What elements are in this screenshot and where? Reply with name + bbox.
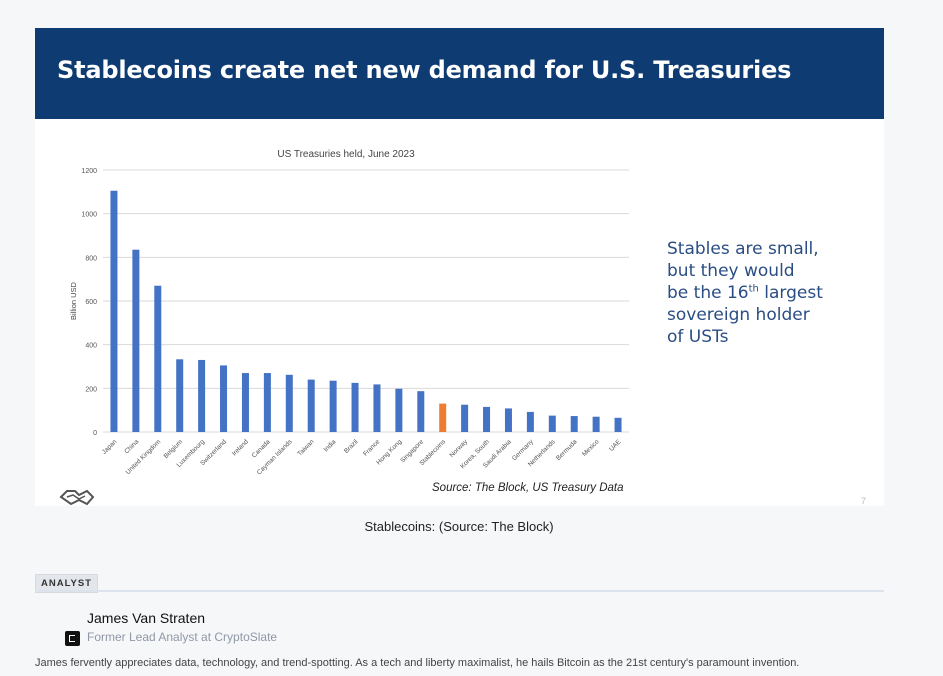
section-divider xyxy=(35,590,884,592)
x-tick-label: Norway xyxy=(448,438,469,459)
bar-korea-south xyxy=(483,406,491,432)
callout-line-4: sovereign holder xyxy=(667,305,810,325)
bar-netherlands xyxy=(548,415,556,432)
y-tick-label: 400 xyxy=(85,343,97,350)
callout-line-5: of USTs xyxy=(667,327,729,347)
x-tick-label: Ireland xyxy=(231,438,250,457)
slide-page-number: 7 xyxy=(861,496,867,506)
bar-saudi-arabia xyxy=(504,408,512,432)
bar-taiwan xyxy=(307,379,315,432)
bar-france xyxy=(373,384,381,432)
bar-germany xyxy=(526,411,534,432)
author-bio: James fervently appreciates data, techno… xyxy=(35,657,800,669)
cryptoslate-logo-icon xyxy=(65,631,80,646)
callout-superscript: th xyxy=(748,283,759,295)
x-tick-label: Taiwan xyxy=(296,438,316,458)
callout-line-3a: be the 16 xyxy=(667,283,749,303)
hands-logo-icon xyxy=(59,489,95,506)
bar-stablecoins xyxy=(439,403,447,432)
bar-brazil xyxy=(351,382,359,432)
image-caption: Stablecoins: (Source: The Block) xyxy=(364,519,554,534)
bar-china xyxy=(132,249,140,432)
callout-line-1: Stables are small, xyxy=(667,239,819,259)
x-tick-label: France xyxy=(362,438,382,458)
y-tick-label: 0 xyxy=(93,430,97,437)
bar-canada xyxy=(263,373,271,432)
slide-title: Stablecoins create net new demand for U.… xyxy=(57,56,792,84)
callout-line-3b: largest xyxy=(758,283,823,303)
x-tick-label: Canada xyxy=(251,438,272,459)
author-role: Former Lead Analyst at CryptoSlate xyxy=(87,630,278,644)
slide-header: Stablecoins create net new demand for U.… xyxy=(35,28,884,119)
slide-image: Stablecoins create net new demand for U.… xyxy=(35,28,884,506)
author-name[interactable]: James Van Straten xyxy=(87,610,206,626)
y-tick-label: 600 xyxy=(85,299,97,306)
y-tick-label: 800 xyxy=(85,255,97,262)
bar-uae xyxy=(614,417,622,432)
bar-switzerland xyxy=(220,365,228,432)
x-tick-label: UAE xyxy=(608,438,623,453)
y-tick-label: 1200 xyxy=(81,168,97,175)
x-tick-label: India xyxy=(323,438,338,453)
chart-title: US Treasuries held, June 2023 xyxy=(277,149,415,160)
callout-text: Stables are small, but they would be the… xyxy=(667,238,877,348)
bar-cayman-islands xyxy=(285,374,293,432)
analyst-badge: ANALYST xyxy=(35,574,98,593)
x-tick-label: Bermuda xyxy=(555,438,579,462)
y-tick-label: 1000 xyxy=(81,212,97,219)
x-tick-label: Belgium xyxy=(163,438,185,460)
source-note: Source: The Block, US Treasury Data xyxy=(432,482,624,494)
y-tick-label: 200 xyxy=(85,386,97,393)
bar-singapore xyxy=(417,391,425,432)
bar-japan xyxy=(110,190,118,432)
bar-luxembourg xyxy=(198,359,206,432)
bar-chart: US Treasuries held, June 2023 0 200 400 600 8… xyxy=(69,149,629,476)
x-tick-label: China xyxy=(123,438,140,455)
bar-mexico xyxy=(592,416,600,432)
x-tick-label: Mexico xyxy=(581,438,601,458)
bar-india xyxy=(329,380,337,432)
x-tick-label: Brazil xyxy=(343,438,360,455)
x-tick-label: Japan xyxy=(101,438,119,456)
bar-united-kingdom xyxy=(154,285,162,432)
bar-bermuda xyxy=(570,416,578,432)
bar-hong-kong xyxy=(395,388,403,432)
y-axis-label: Billion USD xyxy=(69,281,78,320)
bar-norway xyxy=(461,404,469,432)
bar-ireland xyxy=(241,373,249,432)
callout-line-2: but they would xyxy=(667,261,795,281)
bar-belgium xyxy=(176,359,184,432)
